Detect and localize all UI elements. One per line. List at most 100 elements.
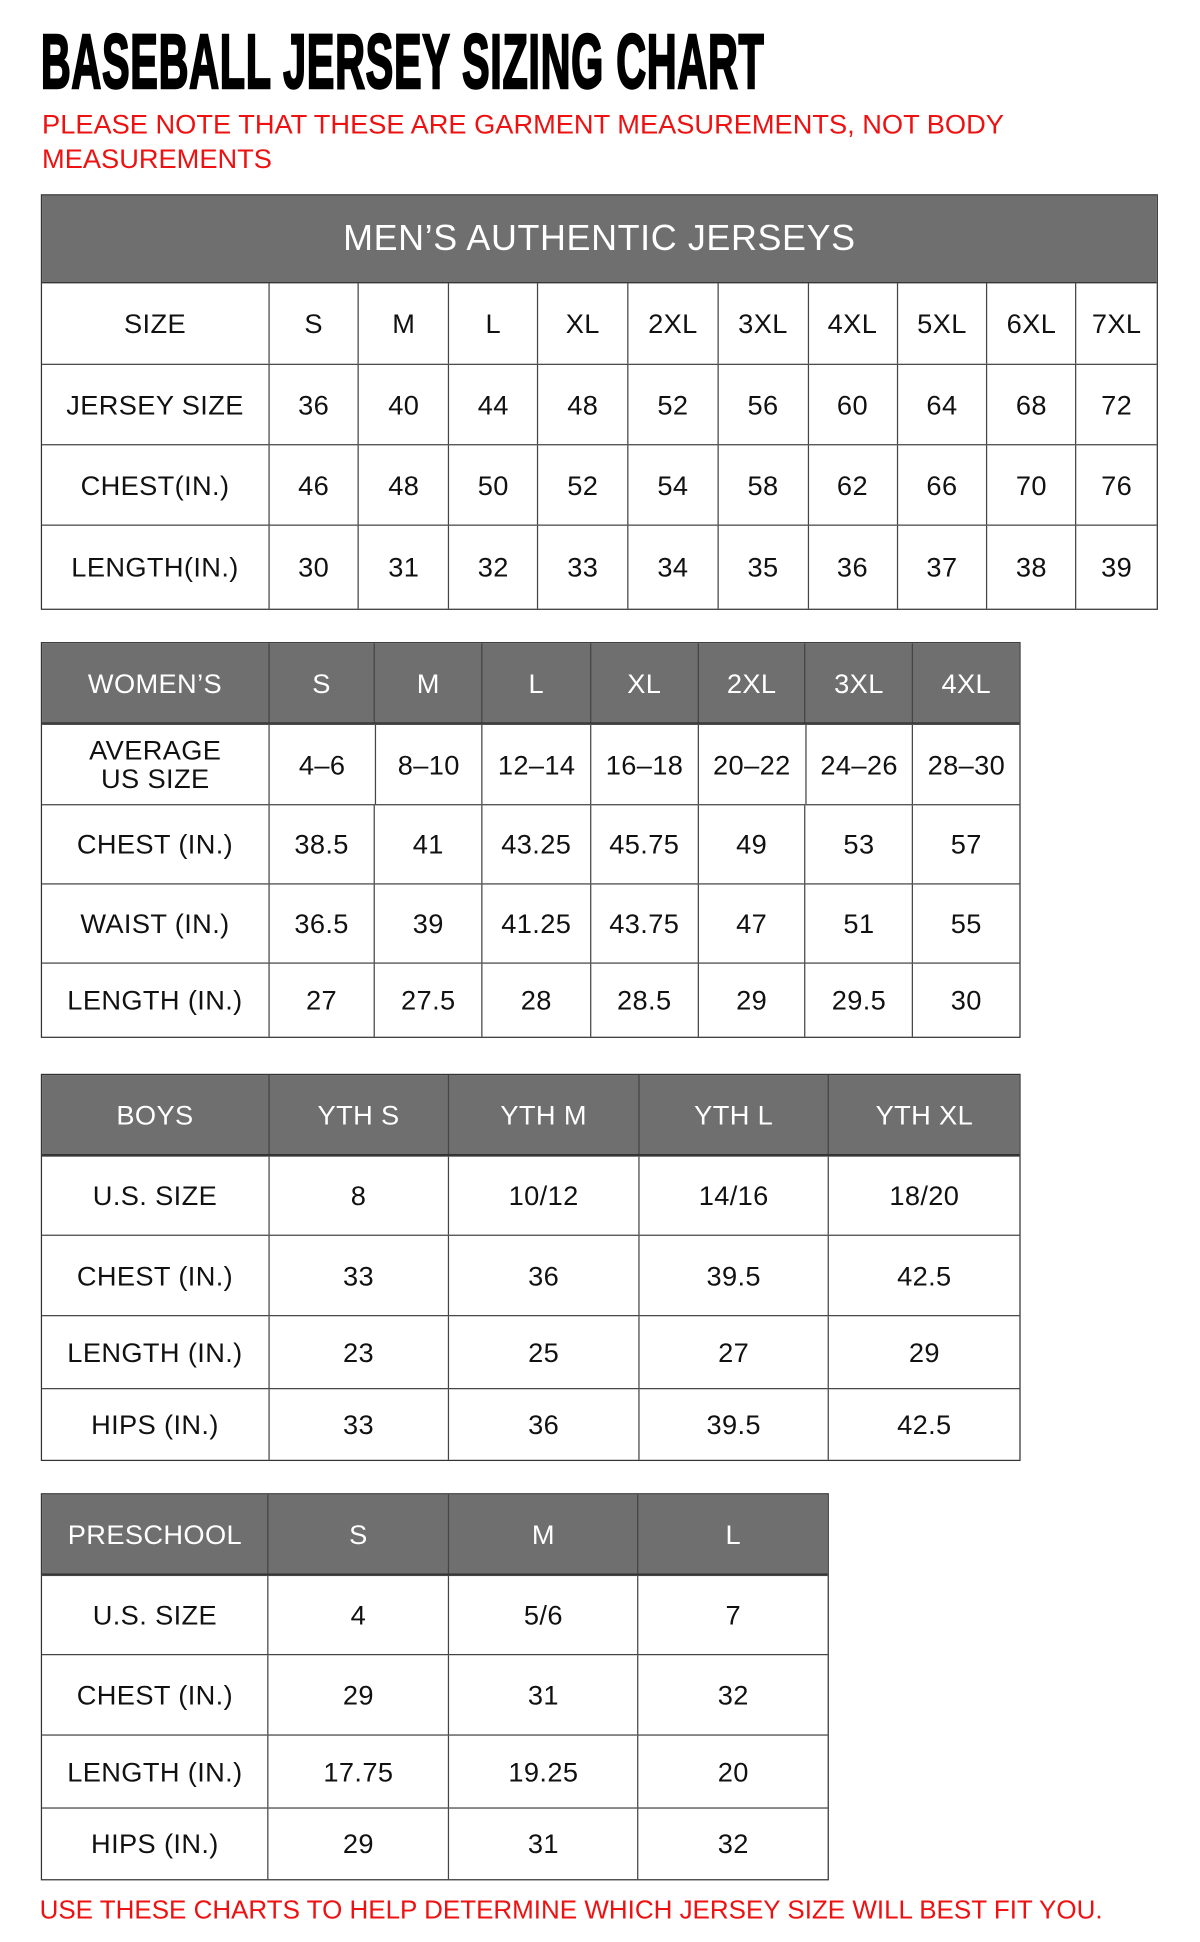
row-label: LENGTH(IN.) [71, 551, 239, 583]
column-header: S [267, 283, 358, 364]
table-cell: 36 [267, 364, 358, 445]
table-row: U.S. SIZE 4 5/6 7 [42, 1574, 828, 1655]
mens-size-table: MEN’S AUTHENTIC JERSEYS SIZE S M L XL 2XL 3XL 4X… [40, 194, 1158, 610]
column-header: M [358, 283, 448, 364]
table-cell: 36.5 [267, 884, 374, 963]
table-cell: 4 [267, 1576, 448, 1655]
table-cell: 76 [1075, 445, 1156, 525]
table-row: WAIST (IN.) 36.5 39 41.25 43.75 47 51 55 [42, 883, 1020, 963]
column-header: M [373, 643, 481, 723]
table-cell: 40 [358, 364, 448, 445]
table-cell: 32 [637, 1655, 828, 1735]
table-row: HIPS (IN.) 33 36 39.5 42.5 [42, 1388, 1020, 1460]
table-cell: 41.25 [481, 884, 590, 963]
column-header: 4XL [807, 283, 896, 364]
table-cell: 60 [807, 364, 896, 445]
table-cell: 42.5 [828, 1389, 1019, 1460]
table-cell: 30 [267, 525, 358, 609]
row-label: HIPS (IN.) [91, 1828, 219, 1860]
table-cell: 66 [896, 445, 986, 525]
table-cell: 39.5 [638, 1389, 828, 1460]
table-cell: 43.25 [481, 805, 590, 884]
table-row: CHEST (IN.) 29 31 32 [42, 1654, 828, 1735]
column-header: 2XL [697, 643, 804, 723]
table-cell: 28.5 [589, 963, 697, 1037]
table-cell: 43.75 [589, 884, 697, 963]
womens-size-table: WOMEN’S S M L XL 2XL 3XL 4XL AVERAGE US SIZE 4–6 8… [40, 642, 1021, 1038]
column-header: L [637, 1494, 828, 1574]
table-cell: 36 [448, 1389, 638, 1460]
table-cell: 4–6 [268, 724, 374, 805]
table-cell: 39.5 [638, 1235, 828, 1316]
row-label: HIPS (IN.) [91, 1409, 219, 1440]
table-cell: 31 [447, 1808, 638, 1880]
table-row: CHEST (IN.) 33 36 39.5 42.5 [42, 1234, 1020, 1316]
table-cell: 31 [358, 525, 448, 609]
row-header-label: SIZE [123, 308, 186, 339]
table-cell: 31 [447, 1655, 638, 1735]
table-cell: 8 [267, 1156, 448, 1235]
table-header-row: BOYS YTH S YTH M YTH L YTH XL [42, 1075, 1020, 1156]
column-header: 7XL [1075, 283, 1156, 364]
table-header-row: PRESCHOOL S M L [42, 1494, 828, 1575]
table-header-row: SIZE S M L XL 2XL 3XL 4XL 5XL 6XL 7XL [42, 283, 1157, 364]
table-cell: 12–14 [481, 724, 591, 805]
table-cell: 47 [697, 884, 804, 963]
column-header: YTH S [267, 1075, 448, 1155]
table-cell: 24–26 [804, 724, 912, 805]
table-cell: 29 [828, 1316, 1019, 1389]
column-header: YTH XL [828, 1075, 1019, 1155]
row-label: CHEST (IN.) [76, 1259, 234, 1291]
table-cell: 38 [986, 525, 1075, 609]
row-label: AVERAGE US SIZE [89, 734, 222, 795]
table-cell: 46 [267, 445, 358, 525]
table-cell: 53 [804, 805, 912, 884]
column-header: 3XL [804, 643, 912, 723]
garment-measurement-note: PLEASE NOTE THAT THESE ARE GARMENT MEASU… [42, 108, 1004, 175]
table-cell: 50 [448, 445, 537, 525]
column-header: L [448, 283, 537, 364]
table-cell: 33 [267, 1389, 448, 1460]
table-row: HIPS (IN.) 29 31 32 [42, 1807, 828, 1880]
table-cell: 19.25 [447, 1735, 638, 1808]
table-cell: 37 [896, 525, 986, 609]
table-cell: 39 [1075, 525, 1156, 609]
table-row: CHEST (IN.) 38.5 41 43.25 45.75 49 53 57 [42, 804, 1020, 884]
table-cell: 32 [448, 525, 537, 609]
table-cell: 14/16 [638, 1156, 828, 1235]
table-cell: 55 [912, 884, 1019, 963]
table-cell: 10/12 [448, 1156, 638, 1235]
table-cell: 44 [448, 364, 537, 445]
table-cell: 49 [697, 805, 804, 884]
row-label: CHEST (IN.) [76, 828, 234, 860]
table-cell: 72 [1075, 364, 1156, 445]
column-header: L [481, 643, 590, 723]
table-cell: 28–30 [912, 724, 1019, 805]
table-cell: 17.75 [267, 1735, 448, 1808]
table-cell: 27 [267, 963, 374, 1037]
row-label: CHEST (IN.) [76, 1679, 234, 1711]
column-header: 6XL [986, 283, 1075, 364]
table-cell: 52 [627, 364, 717, 445]
row-label: U.S. SIZE [92, 1180, 218, 1212]
table-cell: 62 [807, 445, 896, 525]
table-cell: 33 [267, 1235, 448, 1316]
table-row: CHEST(IN.) 46 48 50 52 54 58 62 66 70 76 [42, 444, 1157, 525]
table-cell: 45.75 [589, 805, 697, 884]
table-cell: 32 [637, 1808, 828, 1880]
table-cell: 70 [986, 445, 1075, 525]
table-cell: 54 [627, 445, 717, 525]
column-header: 5XL [896, 283, 986, 364]
table-cell: 41 [373, 805, 481, 884]
table-cell: 18/20 [828, 1156, 1019, 1235]
table-cell: 38.5 [267, 805, 374, 884]
boys-size-table: BOYS YTH S YTH M YTH L YTH XL U.S. SIZE 8 10/12… [40, 1073, 1021, 1462]
page-title: BASEBALL JERSEY SIZING CHART [40, 19, 765, 106]
table-banner-title: MEN’S AUTHENTIC JERSEYS [42, 195, 1157, 284]
table-cell: 36 [807, 525, 896, 609]
table-cell: 29 [267, 1808, 448, 1880]
table-cell: 25 [448, 1316, 638, 1389]
table-row: LENGTH (IN.) 23 25 27 29 [42, 1315, 1020, 1389]
table-cell: 30 [912, 963, 1019, 1037]
